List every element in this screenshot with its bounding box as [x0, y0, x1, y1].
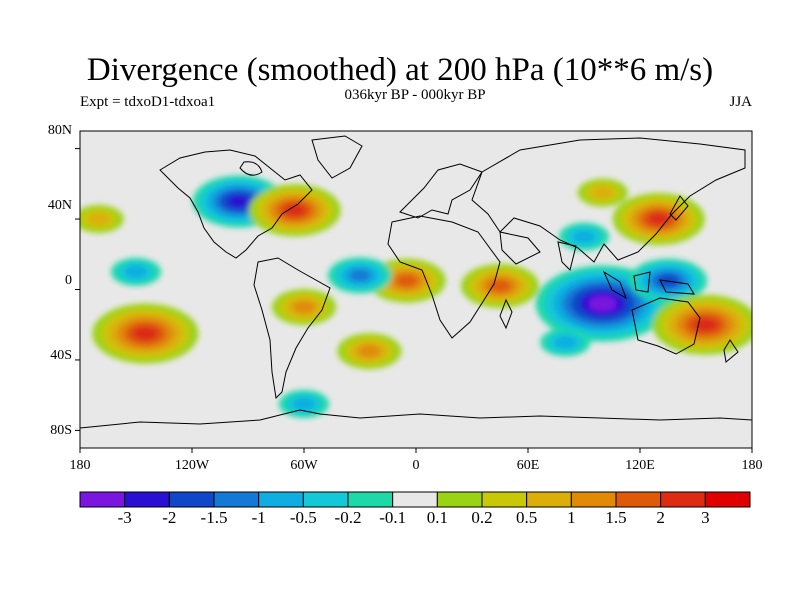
field-southern-ocean-convergence-2 — [292, 397, 316, 411]
lat-label-40n: 40N — [47, 198, 72, 213]
colorbar-swatch-7 — [392, 491, 438, 508]
colorbar-swatch-3 — [213, 491, 260, 508]
field-south-indian-convergence-2 — [554, 336, 577, 349]
lon-label-120e: 120E — [625, 458, 655, 473]
colorbar-label-4: -0.5 — [289, 508, 317, 527]
field-north-pacific-divergence-2 — [87, 212, 110, 226]
colorbar-swatch-9 — [481, 491, 528, 508]
field-equatorial-atlantic-divergence-4 — [395, 274, 418, 287]
colorbar-label-3: -1 — [251, 508, 266, 527]
axis-ticks — [75, 148, 753, 453]
colorbar-swatch-0 — [79, 491, 126, 508]
field-siberia-divergence-2 — [591, 186, 614, 199]
lat-label-80n: 80N — [47, 123, 72, 138]
colorbar-swatch-6 — [347, 491, 394, 508]
colorbar-label-5: -0.2 — [334, 508, 362, 527]
lat-label-0: 0 — [65, 273, 72, 288]
field-coral-sea-divergence-5 — [692, 317, 719, 332]
colorbar-swatch-14 — [704, 491, 751, 508]
field-south-atlantic-divergence-3 — [358, 344, 381, 358]
colorbar-label-0: -3 — [117, 508, 132, 527]
lat-label-40s: 40S — [50, 348, 72, 363]
colorbar-swatch-5 — [302, 491, 349, 508]
colorbar-swatch-8 — [436, 491, 483, 508]
lat-label-80s: 80S — [50, 423, 72, 438]
colorbar-label-2: -1.5 — [200, 508, 228, 527]
colorbar — [79, 491, 751, 508]
colorbar-label-1: -2 — [162, 508, 177, 527]
chart-title: Divergence (smoothed) at 200 hPa (10**6 … — [86, 52, 714, 88]
colorbar-label-7: 0.1 — [426, 508, 448, 527]
season-label: JJA — [729, 94, 752, 110]
colorbar-swatch-12 — [615, 491, 662, 508]
field-equatorial-atlantic-convergence-3 — [348, 269, 372, 282]
lon-label-0: 0 — [412, 458, 420, 473]
colorbar-swatch-1 — [124, 491, 170, 508]
colorbar-label-13: 3 — [701, 508, 710, 527]
colorbar-swatch-13 — [660, 491, 706, 508]
field-east-asia-divergence-5 — [647, 212, 670, 226]
colorbar-label-11: 1.5 — [605, 508, 627, 527]
field-north-america-convergence-5 — [227, 195, 250, 208]
colorbar-swatch-2 — [168, 491, 215, 508]
colorbar-label-12: 2 — [656, 508, 665, 527]
colorbar-label-9: 0.5 — [516, 508, 538, 527]
colorbar-swatch-10 — [526, 491, 572, 508]
field-south-pacific-divergence-5 — [132, 326, 159, 341]
field-central-pacific-convergence-2 — [124, 265, 148, 279]
field-maritime-continent-convergence-6 — [588, 295, 617, 312]
field-north-atlantic-divergence-5 — [283, 203, 306, 217]
coastlines — [80, 135, 752, 429]
colorbar-label-8: 0.2 — [471, 508, 493, 527]
lon-label-180w: 180 — [69, 458, 91, 473]
colorbar-label-10: 1 — [567, 508, 576, 527]
lon-label-60w: 60W — [290, 458, 318, 473]
lon-label-180e: 180 — [741, 458, 763, 473]
field-tibet-convergence-2 — [572, 230, 596, 243]
chart-subtitle: 036kyr BP - 000kyr BP — [344, 87, 486, 103]
colorbar-swatch-4 — [258, 491, 304, 508]
lon-label-60e: 60E — [516, 458, 540, 473]
colorbar-label-6: -0.1 — [379, 508, 407, 527]
lon-label-120w: 120W — [174, 458, 210, 473]
field-amazon-divergence-3 — [292, 300, 316, 314]
experiment-label: Expt = tdxoD1-tdxoa1 — [80, 94, 216, 110]
colorbar-swatch-11 — [570, 491, 617, 508]
